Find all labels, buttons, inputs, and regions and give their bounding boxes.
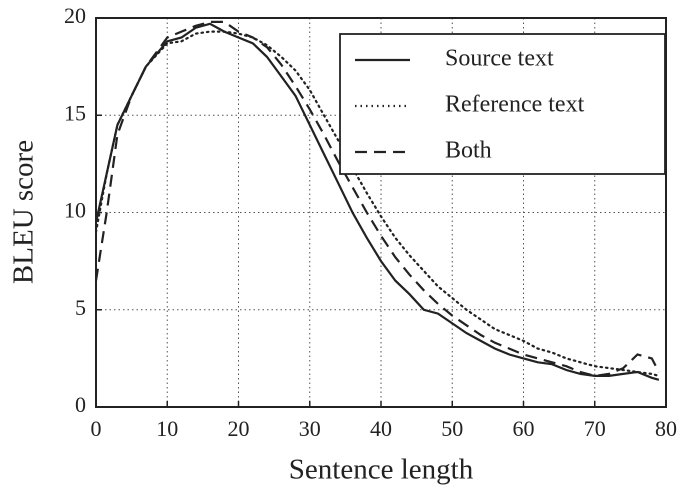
x-tick-label: 20: [228, 416, 250, 441]
x-tick-label: 70: [584, 416, 606, 441]
x-tick-label: 50: [441, 416, 463, 441]
legend-label: Source text: [445, 46, 554, 72]
plot-frame: [95, 17, 667, 408]
x-tick-label: 60: [513, 416, 535, 441]
y-tick-label: 10: [64, 198, 86, 223]
y-tick-label: 0: [75, 392, 86, 417]
y-tick-label: 5: [75, 295, 86, 320]
legend-label: Both: [445, 138, 492, 164]
y-axis-label: BLEU score: [8, 140, 40, 284]
legend-box: [339, 33, 666, 175]
x-tick-label: 40: [370, 416, 392, 441]
data-line: [94, 22, 660, 381]
data-line: [94, 30, 660, 377]
x-tick-label: 30: [299, 416, 321, 441]
x-tick-label: 10: [156, 416, 178, 441]
x-tick-label: 0: [91, 416, 102, 441]
x-tick-label: 80: [655, 416, 677, 441]
legend-label: Reference text: [445, 92, 585, 118]
data-line: [94, 20, 660, 378]
x-axis-label: Sentence length: [289, 454, 474, 486]
y-tick-label: 15: [64, 100, 86, 125]
y-tick-label: 20: [64, 3, 86, 28]
